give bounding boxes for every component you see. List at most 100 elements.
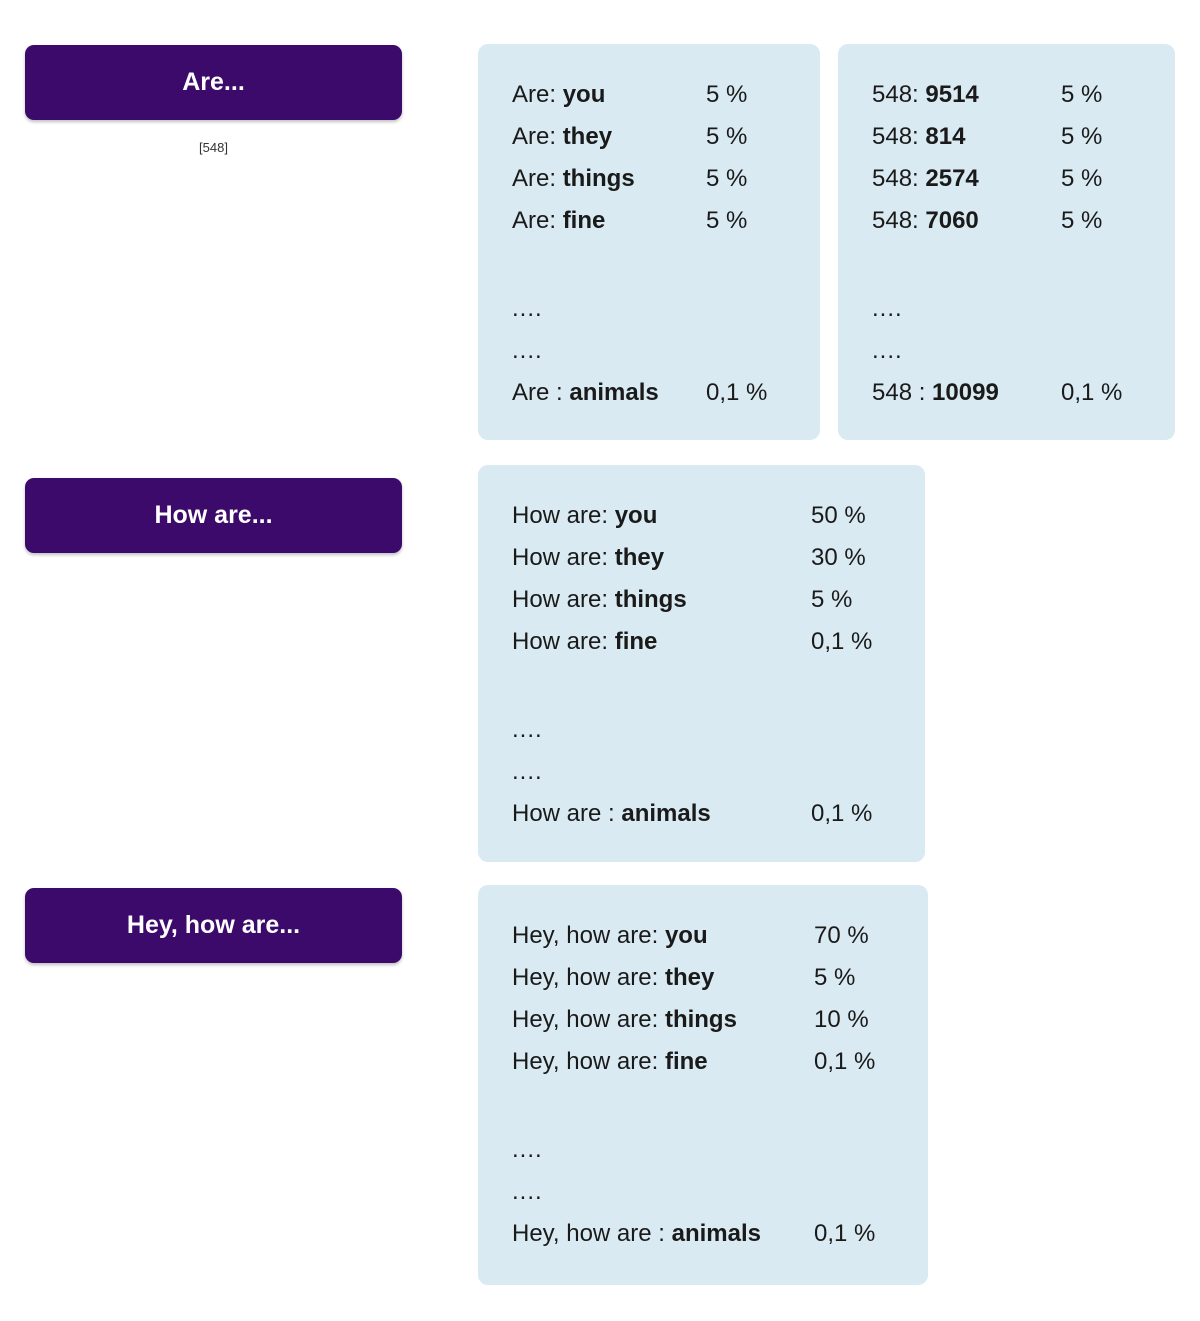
- prediction-word: animals: [569, 379, 659, 406]
- prediction-probability: 0,1 %: [814, 1220, 876, 1247]
- prediction-probability: 5 %: [706, 165, 748, 192]
- prediction-probability: 5 %: [706, 81, 748, 108]
- prediction-text: How are: they: [512, 537, 664, 579]
- prediction-line: How are: you 50 %: [512, 495, 889, 537]
- predictions-panel: Hey, how are: you 70 % Hey, how are: they 5…: [478, 885, 928, 1285]
- prediction-line: 548: 814 5 %: [872, 116, 1139, 158]
- prediction-text: Are : animals: [512, 372, 659, 414]
- prediction-prefix: 548:: [872, 165, 926, 192]
- prediction-prefix: Hey, how are:: [512, 922, 665, 949]
- prediction-probability: 5 %: [1061, 207, 1103, 234]
- prediction-text: Hey, how are: fine: [512, 1041, 708, 1083]
- prediction-probability: 0,1 %: [706, 379, 768, 406]
- prediction-prefix: How are:: [512, 544, 615, 571]
- prediction-line: Are: things 5 %: [512, 158, 784, 200]
- panel-spacer: [872, 242, 1139, 288]
- prediction-line: Hey, how are: you 70 %: [512, 915, 892, 957]
- prediction-text: 548: 2574: [872, 158, 979, 200]
- prompt-button[interactable]: Hey, how are...: [25, 888, 402, 963]
- prediction-line: How are: things 5 %: [512, 579, 889, 621]
- prediction-line: Are: they 5 %: [512, 116, 784, 158]
- prediction-prefix: Hey, how are :: [512, 1220, 672, 1247]
- prediction-line: 548: 2574 5 %: [872, 158, 1139, 200]
- prediction-text: How are: things: [512, 579, 687, 621]
- prediction-prefix: 548 :: [872, 379, 933, 406]
- prediction-line: How are: they 30 %: [512, 537, 889, 579]
- prediction-word: you: [614, 502, 658, 529]
- prediction-probability: 0,1 %: [1061, 379, 1123, 406]
- prediction-text: 548: 814: [872, 116, 965, 158]
- prediction-text: Are: things: [512, 158, 635, 200]
- prediction-prefix: Are:: [512, 207, 563, 234]
- prediction-prefix: Are :: [512, 379, 570, 406]
- prediction-text: Hey, how are : animals: [512, 1213, 761, 1255]
- prediction-word: 10099: [932, 379, 999, 406]
- prediction-line-last: How are : animals 0,1 %: [512, 793, 889, 835]
- prediction-probability: 30 %: [811, 544, 866, 571]
- prediction-word: things: [664, 1006, 737, 1033]
- prediction-word: 9514: [925, 81, 979, 108]
- predictions-panel: 548: 9514 5 % 548: 814 5 % 548: 2574 5 % 548: …: [838, 44, 1175, 440]
- token-id-label: [548]: [199, 140, 228, 155]
- ellipsis-line: ....: [872, 337, 903, 364]
- panel-spacer: [512, 1083, 892, 1129]
- prediction-word: fine: [664, 1048, 708, 1075]
- prediction-word: animals: [621, 800, 711, 827]
- prediction-text: Hey, how are: you: [512, 915, 708, 957]
- prediction-word: they: [562, 123, 613, 150]
- prediction-probability: 5 %: [706, 123, 748, 150]
- prediction-text: How are: fine: [512, 621, 657, 663]
- prompt-column: Hey, how are...: [25, 885, 402, 963]
- prediction-line: Hey, how are: they 5 %: [512, 957, 892, 999]
- prediction-line: How are: fine 0,1 %: [512, 621, 889, 663]
- ellipsis-line: ....: [872, 295, 903, 322]
- prompt-button-label: How are...: [154, 501, 273, 529]
- prediction-prefix: Are:: [512, 81, 563, 108]
- prediction-word: 7060: [925, 207, 979, 234]
- prediction-probability: 50 %: [811, 502, 866, 529]
- prediction-text: 548 : 10099: [872, 372, 999, 414]
- prediction-text: Hey, how are: things: [512, 999, 737, 1041]
- prediction-line: Hey, how are: fine 0,1 %: [512, 1041, 892, 1083]
- panel-spacer: [512, 242, 784, 288]
- prediction-word: they: [614, 544, 665, 571]
- prediction-prefix: 548:: [872, 81, 926, 108]
- prediction-line: 548: 9514 5 %: [872, 74, 1139, 116]
- prompt-button[interactable]: Are...: [25, 45, 402, 120]
- prediction-text: Are: you: [512, 74, 605, 116]
- prediction-prefix: Hey, how are:: [512, 1006, 665, 1033]
- prediction-line: Are: you 5 %: [512, 74, 784, 116]
- prediction-probability: 5 %: [811, 586, 853, 613]
- prediction-word: things: [562, 165, 635, 192]
- prediction-probability: 0,1 %: [811, 628, 873, 655]
- prediction-prefix: Are:: [512, 165, 563, 192]
- prompt-button[interactable]: How are...: [25, 478, 402, 553]
- prediction-text: Hey, how are: they: [512, 957, 714, 999]
- ellipsis-line: ....: [512, 758, 543, 785]
- ellipsis-line: ....: [512, 337, 543, 364]
- prediction-prefix: Hey, how are:: [512, 1048, 665, 1075]
- prediction-text: How are : animals: [512, 793, 711, 835]
- prediction-text: Are: they: [512, 116, 612, 158]
- prediction-line: Hey, how are: things 10 %: [512, 999, 892, 1041]
- ellipsis-line: ....: [512, 1136, 543, 1163]
- panel-spacer: [512, 663, 889, 709]
- prediction-probability: 5 %: [1061, 81, 1103, 108]
- prediction-word: they: [664, 964, 715, 991]
- prediction-prefix: How are:: [512, 502, 615, 529]
- ellipsis-line: ....: [512, 1178, 543, 1205]
- prediction-text: 548: 7060: [872, 200, 979, 242]
- prediction-word: things: [614, 586, 687, 613]
- prediction-word: you: [664, 922, 708, 949]
- prediction-prefix: 548:: [872, 123, 926, 150]
- prediction-word: 2574: [925, 165, 979, 192]
- prediction-prefix: How are:: [512, 586, 615, 613]
- prediction-probability: 70 %: [814, 922, 869, 949]
- prompt-column: How are...: [25, 465, 402, 553]
- prediction-text: Are: fine: [512, 200, 605, 242]
- prediction-probability: 5 %: [814, 964, 856, 991]
- prediction-probability: 0,1 %: [811, 800, 873, 827]
- prediction-line-last: Are : animals 0,1 %: [512, 372, 784, 414]
- ellipsis-line: ....: [512, 716, 543, 743]
